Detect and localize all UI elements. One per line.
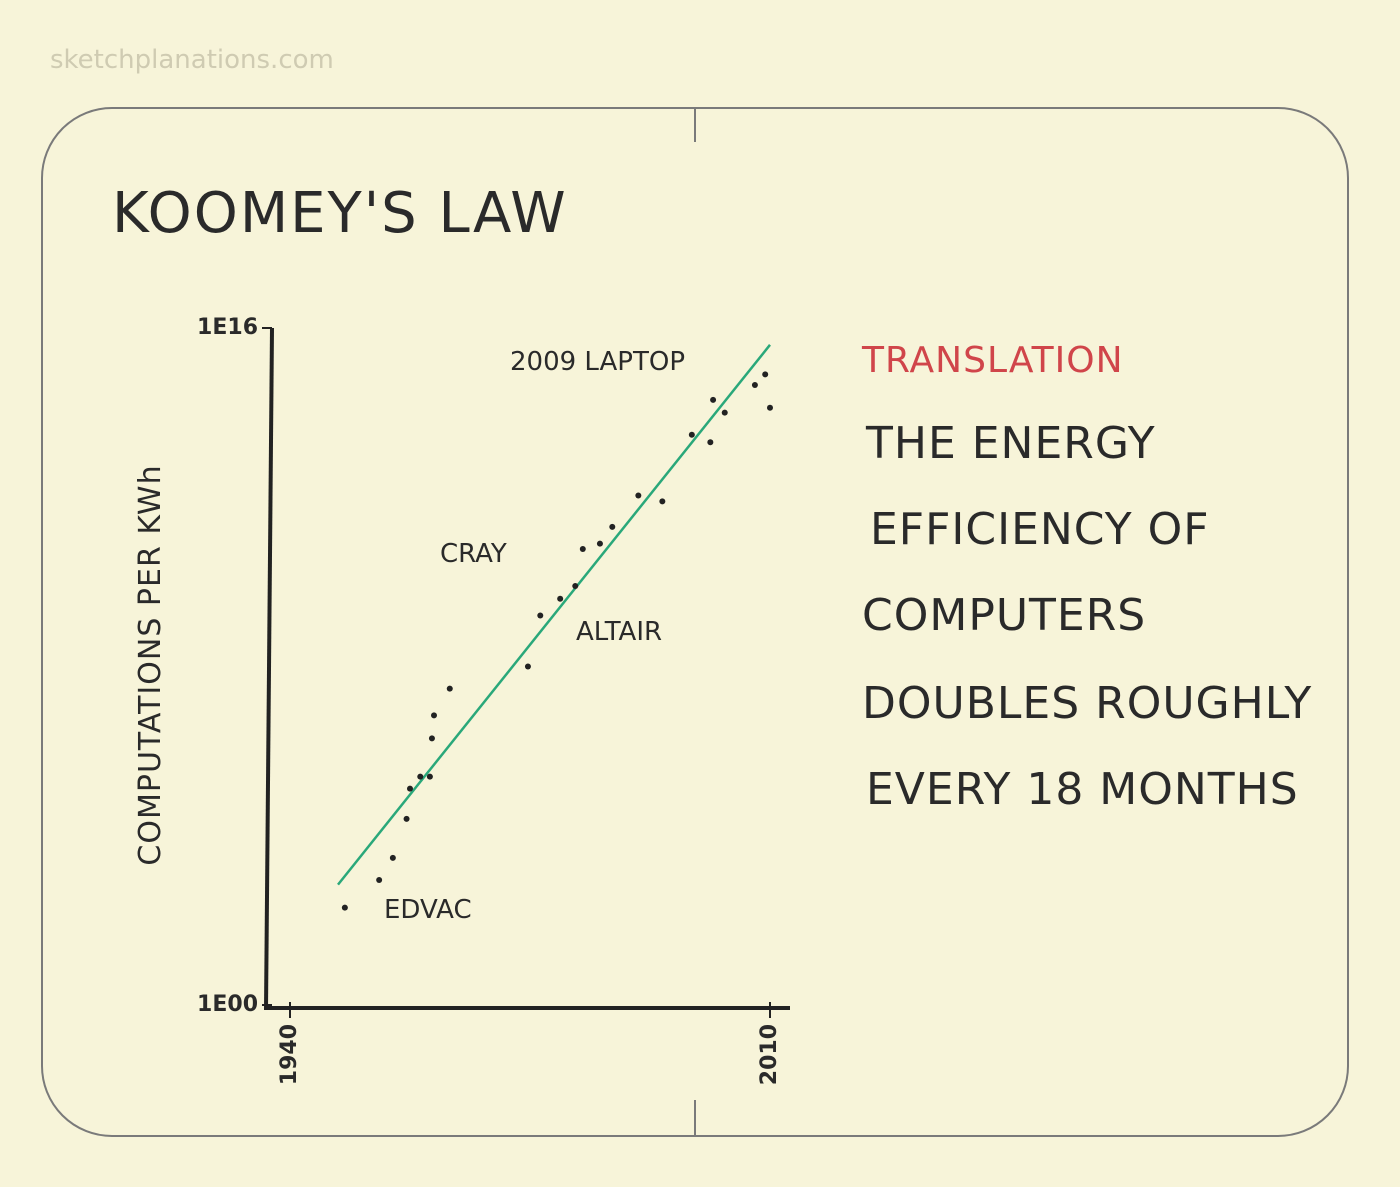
data-point bbox=[767, 404, 773, 411]
data-point bbox=[431, 712, 437, 719]
translation-heading: TRANSLATION bbox=[861, 340, 1124, 381]
data-point bbox=[389, 854, 396, 861]
point-annotation: CRAY bbox=[440, 539, 507, 569]
data-point bbox=[751, 381, 758, 388]
trend-line bbox=[337, 344, 771, 886]
chart-title: KOOMEY'S LAW bbox=[112, 181, 568, 246]
data-point bbox=[446, 685, 453, 692]
watermark: sketchplanations.com bbox=[50, 45, 334, 75]
data-point bbox=[341, 904, 348, 911]
point-annotation: ALTAIR bbox=[576, 617, 662, 647]
point-annotation: EDVAC bbox=[384, 895, 472, 925]
y-axis-label: COMPUTATIONS PER KWh bbox=[133, 464, 168, 865]
translation-line: EFFICIENCY OF bbox=[870, 504, 1210, 555]
translation-line: DOUBLES ROUGHLY bbox=[862, 678, 1312, 729]
data-point bbox=[609, 523, 616, 530]
data-point bbox=[635, 492, 642, 499]
data-point bbox=[762, 371, 769, 378]
x-tick-label: 2010 bbox=[757, 1024, 782, 1085]
data-point bbox=[707, 439, 714, 446]
data-point bbox=[524, 663, 531, 670]
data-point bbox=[426, 773, 433, 780]
data-point bbox=[407, 785, 413, 792]
data-point bbox=[659, 498, 666, 505]
point-annotation: 2009 LAPTOP bbox=[510, 347, 685, 377]
data-point bbox=[557, 595, 564, 602]
data-point bbox=[417, 773, 424, 780]
y-axis bbox=[264, 327, 274, 1011]
data-point bbox=[403, 815, 410, 822]
y-tick-label: 1E16 bbox=[197, 315, 258, 340]
data-point bbox=[428, 735, 435, 742]
card bbox=[41, 107, 1349, 1137]
data-point bbox=[572, 582, 579, 589]
y-tick-label: 1E00 bbox=[197, 992, 258, 1017]
data-point bbox=[596, 540, 603, 547]
data-point bbox=[688, 431, 695, 438]
data-point bbox=[710, 396, 717, 403]
x-tick-label: 1940 bbox=[277, 1024, 302, 1085]
translation-line: EVERY 18 MONTHS bbox=[866, 764, 1299, 815]
translation-line: THE ENERGY bbox=[865, 418, 1156, 469]
data-point bbox=[721, 409, 728, 416]
translation-line: COMPUTERS bbox=[862, 590, 1146, 641]
data-point bbox=[376, 876, 383, 883]
data-point bbox=[579, 545, 586, 552]
data-point bbox=[537, 612, 544, 619]
